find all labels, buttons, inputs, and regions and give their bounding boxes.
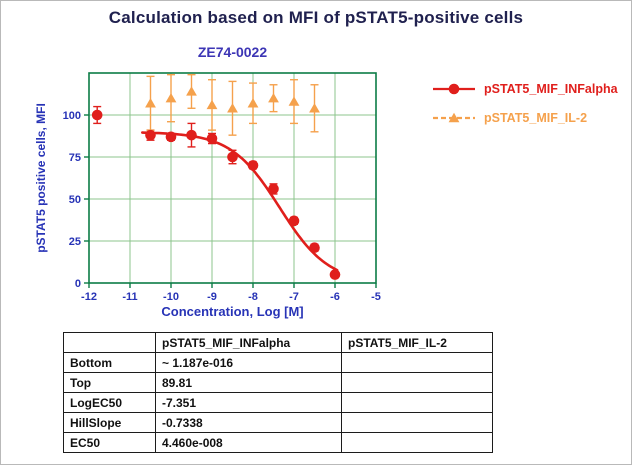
value-cell: -0.7338: [155, 412, 342, 433]
table-row: Bottom ~ 1.187e-016: [63, 352, 493, 373]
legend-label: pSTAT5_MIF_INFalpha: [484, 82, 618, 96]
value-cell: [341, 412, 493, 433]
table-header-cell: [63, 332, 156, 353]
svg-text:-12: -12: [81, 291, 97, 303]
svg-text:100: 100: [63, 110, 81, 122]
svg-text:ZE74-0022: ZE74-0022: [198, 44, 267, 60]
table-row: LogEC50 -7.351: [63, 392, 493, 413]
table-row: Top 89.81: [63, 372, 493, 393]
row-label: Top: [63, 372, 156, 393]
legend-swatch-circle-icon: [433, 83, 475, 95]
legend-label: pSTAT5_MIF_IL-2: [484, 111, 588, 125]
svg-text:-10: -10: [163, 291, 179, 303]
svg-text:-6: -6: [330, 291, 340, 303]
results-table: pSTAT5_MIF_INFalpha pSTAT5_MIF_IL-2 Bott…: [63, 332, 493, 453]
table-row: EC50 4.460e-008: [63, 432, 493, 453]
value-cell: [341, 352, 493, 373]
value-cell: [341, 372, 493, 393]
svg-text:-5: -5: [371, 291, 381, 303]
svg-text:-11: -11: [122, 291, 137, 303]
svg-text:-7: -7: [289, 291, 299, 303]
page-title: Calculation based on MFI of pSTAT5-posit…: [108, 8, 524, 27]
row-label: EC50: [63, 432, 156, 453]
svg-text:-9: -9: [207, 291, 217, 303]
value-cell: -7.351: [155, 392, 342, 413]
row-label: HillSlope: [63, 412, 156, 433]
chart-legend: pSTAT5_MIF_INFalpha pSTAT5_MIF_IL-2: [431, 81, 618, 126]
value-cell: 89.81: [155, 372, 342, 393]
legend-swatch-triangle-icon: [433, 112, 475, 123]
svg-text:75: 75: [69, 152, 81, 164]
table-header-row: pSTAT5_MIF_INFalpha pSTAT5_MIF_IL-2: [63, 332, 493, 353]
svg-text:50: 50: [69, 194, 81, 206]
table-header-cell: pSTAT5_MIF_IL-2: [341, 332, 493, 353]
value-cell: [341, 392, 493, 413]
table-row: HillSlope -0.7338: [63, 412, 493, 433]
svg-text:25: 25: [69, 236, 81, 248]
svg-text:pSTAT5 positive cells, MFI: pSTAT5 positive cells, MFI: [34, 103, 48, 253]
value-cell: [341, 432, 493, 453]
row-label: LogEC50: [63, 392, 156, 413]
legend-item: pSTAT5_MIF_IL-2: [431, 110, 618, 126]
table-header-cell: pSTAT5_MIF_INFalpha: [155, 332, 342, 353]
legend-item: pSTAT5_MIF_INFalpha: [431, 81, 618, 97]
row-label: Bottom: [63, 352, 156, 373]
dose-response-plot: -12 -11 -10 -9 -8 -7 -6 -5 0 25 50 75 100 ZE74-0022 Co…: [34, 44, 381, 319]
value-cell: 4.460e-008: [155, 432, 342, 453]
value-cell: ~ 1.187e-016: [155, 352, 342, 373]
svg-text:0: 0: [75, 278, 81, 290]
svg-text:-8: -8: [248, 291, 258, 303]
svg-text:Concentration, Log [M]: Concentration, Log [M]: [161, 304, 303, 319]
